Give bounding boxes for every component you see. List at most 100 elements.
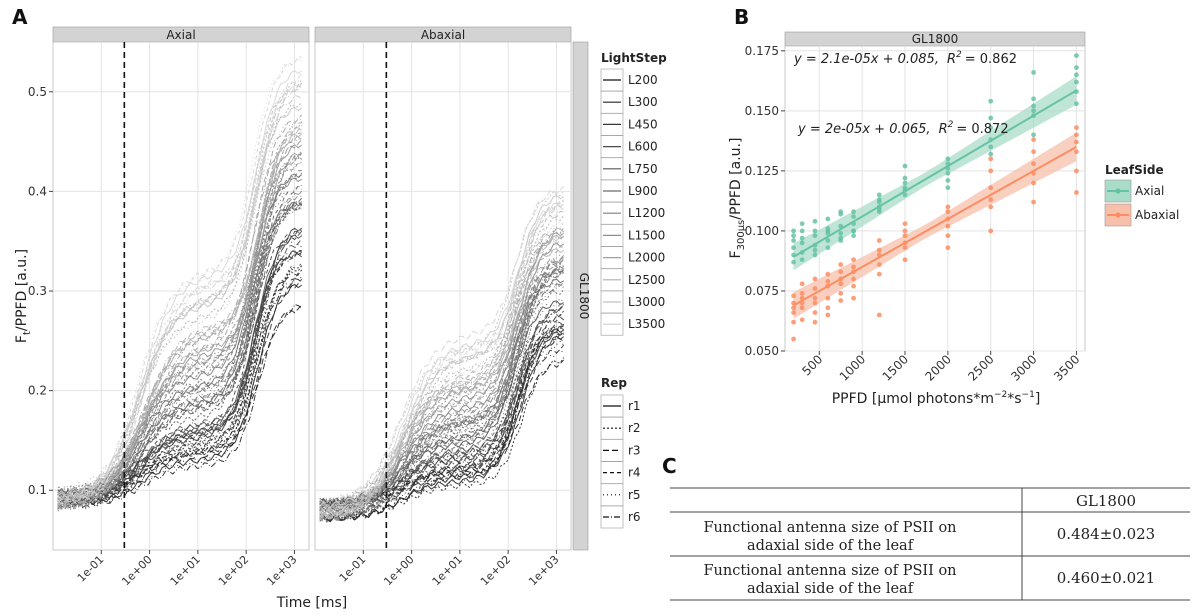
point-axial xyxy=(851,228,856,234)
curve-L2000-r4 xyxy=(319,246,564,506)
curve-L600-r5 xyxy=(319,298,565,511)
point-abaxial xyxy=(1031,161,1036,167)
legend-lightstep-label: L1500 xyxy=(628,228,665,242)
legend-rep-title: Rep xyxy=(601,376,627,390)
legend-lightstep-label: L200 xyxy=(628,73,658,87)
panel-a-label: A xyxy=(12,5,28,29)
legend-lightstep-items: L200 L300 L450 L600 L750 L900 L1200 L1500 L2000 L… xyxy=(600,68,665,336)
panel-a-x-axis-title: Time [ms] xyxy=(276,595,348,611)
curve-L750-r6 xyxy=(319,283,565,513)
point-abaxial xyxy=(1074,132,1079,138)
point-abaxial xyxy=(1031,149,1036,155)
point-axial xyxy=(945,185,951,191)
y-tick-label: 0.050 xyxy=(745,344,779,358)
point-axial xyxy=(1074,101,1079,107)
facet-abaxial-x-ticks: 1e-01 1e+00 1e+01 1e+02 1e+03 xyxy=(337,550,562,588)
panel-a-y-ticks: 0.1 0.2 0.3 0.4 0.5 xyxy=(28,85,53,497)
panel-b-fit-lines xyxy=(793,89,1077,307)
point-axial xyxy=(812,228,818,234)
x-tick-label: 500 xyxy=(799,352,825,378)
panel-b-plot-area xyxy=(784,45,1086,352)
table-row-2-label: Functional antenna size of PSII on adaxia… xyxy=(703,563,956,597)
panel-a-y-axis-title: Ft/PPFD [a.u.] xyxy=(14,249,33,343)
curve-L2500-r4 xyxy=(319,210,564,522)
point-abaxial xyxy=(945,233,951,239)
point-axial xyxy=(988,98,994,104)
point-axial xyxy=(812,252,818,258)
x-tick-label: 1e+00 xyxy=(381,553,416,588)
x-tick-label: 2500 xyxy=(965,352,996,383)
facet-axial: Axial 1e-01 1e+00 1e+01 1e+02 1e+03 xyxy=(52,26,310,588)
fit-line-abaxial xyxy=(793,145,1077,307)
curve-L3000-r5 xyxy=(57,80,303,511)
curve-L1500-r4 xyxy=(319,272,564,523)
panel-a: A Axial 1e-01 1e+00 1e+01 1e+02 1e+03 Abaxia… xyxy=(12,5,667,611)
point-axial xyxy=(825,230,831,236)
point-abaxial xyxy=(799,281,805,287)
point-abaxial xyxy=(791,336,796,342)
curve-L200-r2 xyxy=(319,357,565,520)
point-abaxial xyxy=(825,305,831,311)
point-abaxial xyxy=(812,295,818,301)
curve-L750-r3 xyxy=(319,303,565,519)
y-tick-label: 0.125 xyxy=(745,164,779,178)
point-abaxial xyxy=(988,228,994,234)
legend-rep-label: r5 xyxy=(628,488,641,502)
legend-lightstep-label: L2000 xyxy=(628,251,665,265)
point-axial xyxy=(902,163,908,169)
curve-L600-r4 xyxy=(57,250,302,508)
point-axial xyxy=(791,245,796,251)
facet-axial-strip-label: Axial xyxy=(166,28,195,42)
point-axial xyxy=(812,233,818,239)
curve-L300-r3 xyxy=(57,278,303,506)
point-abaxial xyxy=(876,247,882,253)
y-tick-label: 0.3 xyxy=(28,284,47,298)
curve-L2500-r5 xyxy=(319,232,565,515)
legend-rep-label: r2 xyxy=(628,421,641,435)
point-abaxial xyxy=(812,319,818,325)
point-abaxial xyxy=(876,238,882,243)
curve-L3500-r1 xyxy=(319,202,564,509)
legend-lightstep-label: L2500 xyxy=(628,273,665,287)
point-axial xyxy=(799,257,805,263)
point-abaxial xyxy=(902,245,908,251)
legend-lightstep-label: L3000 xyxy=(628,295,665,309)
curve-L1200-r4 xyxy=(57,153,302,498)
point-axial xyxy=(945,170,951,176)
point-abaxial xyxy=(851,257,856,263)
point-abaxial xyxy=(838,298,844,303)
curve-L200-r5 xyxy=(57,274,303,510)
curve-L600-r6 xyxy=(57,230,302,503)
panel-b-y-axis-title: F300µs/PPFD [a.u.] xyxy=(728,138,747,259)
curve-L1200-r4 xyxy=(319,266,564,523)
curve-L3500-r6 xyxy=(57,85,302,505)
point-abaxial xyxy=(791,310,796,315)
point-abaxial xyxy=(791,319,796,325)
panel-b-strip-label: GL1800 xyxy=(912,32,959,46)
point-axial xyxy=(988,144,994,150)
point-axial xyxy=(812,247,818,253)
point-axial xyxy=(876,192,882,198)
curve-L600-r2 xyxy=(319,329,565,519)
point-axial xyxy=(799,228,805,234)
curve-L450-r2 xyxy=(319,310,565,509)
y-tick-label: 0.100 xyxy=(745,224,779,238)
legend-lightstep-label: L3500 xyxy=(628,317,665,331)
point-abaxial xyxy=(988,197,994,203)
curve-L2500-r2 xyxy=(319,214,565,506)
point-abaxial xyxy=(1074,190,1079,195)
curve-L900-r3 xyxy=(57,201,303,501)
table-row-1-value: 0.484±0.023 xyxy=(1057,525,1155,543)
point-abaxial xyxy=(1031,180,1036,186)
curve-L2500-r4 xyxy=(57,122,302,511)
point-axial xyxy=(791,259,796,265)
legend-rep-label: r6 xyxy=(628,510,641,524)
curve-L300-r1 xyxy=(319,335,564,522)
fit-line-axial xyxy=(793,89,1077,258)
facet-abaxial-curves xyxy=(319,185,565,523)
point-abaxial xyxy=(1074,168,1079,174)
point-abaxial xyxy=(838,290,844,296)
panel-b-points xyxy=(791,53,1079,342)
x-tick-label: 3500 xyxy=(1051,352,1082,383)
point-abaxial xyxy=(945,245,951,251)
